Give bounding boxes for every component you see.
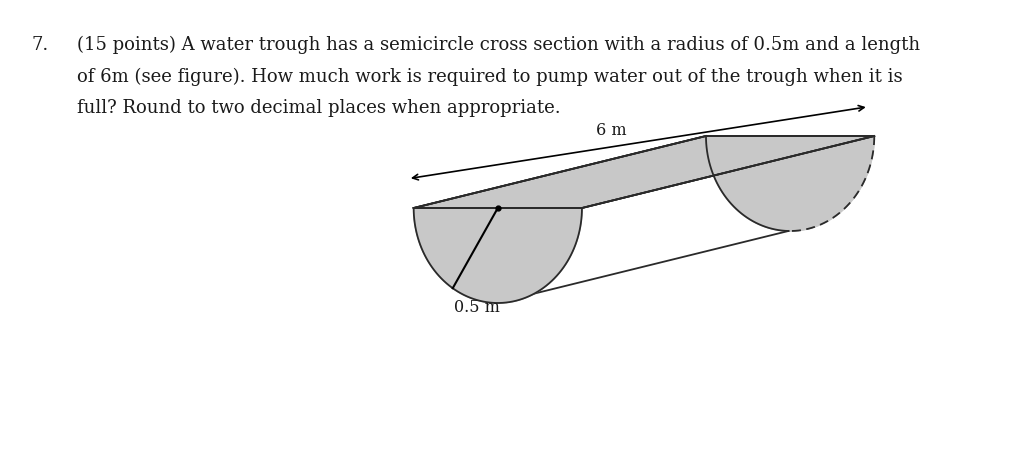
Text: (15 points) A water trough has a semicircle cross section with a radius of 0.5m : (15 points) A water trough has a semicir…: [77, 36, 921, 54]
Text: 6 m: 6 m: [596, 121, 627, 138]
Text: 7.: 7.: [31, 36, 48, 54]
Polygon shape: [414, 137, 874, 303]
Polygon shape: [414, 208, 582, 303]
Text: of 6m (see figure). How much work is required to pump water out of the trough wh: of 6m (see figure). How much work is req…: [77, 67, 903, 86]
Polygon shape: [414, 137, 874, 208]
Polygon shape: [706, 137, 874, 232]
Text: 0.5 m: 0.5 m: [455, 299, 501, 315]
Text: full? Round to two decimal places when appropriate.: full? Round to two decimal places when a…: [77, 99, 561, 117]
